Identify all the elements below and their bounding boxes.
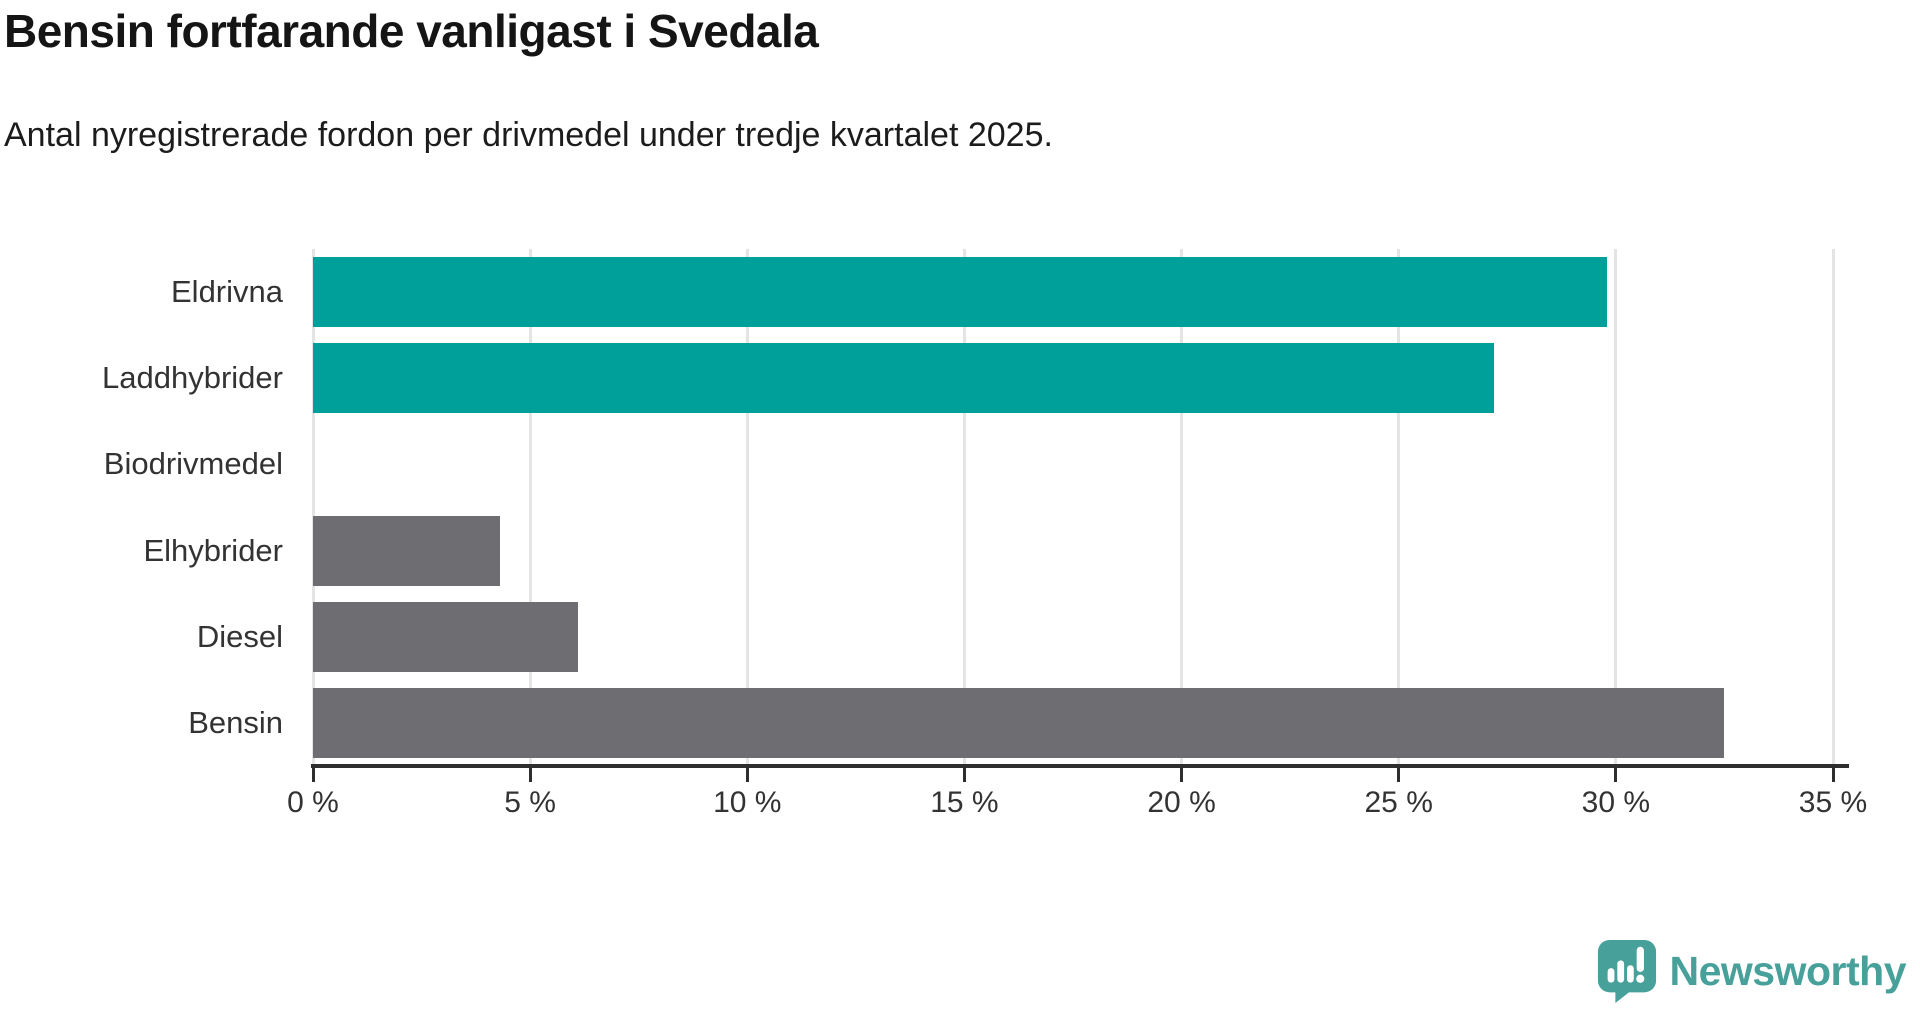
chart-title: Bensin fortfarande vanligast i Svedala — [4, 5, 819, 57]
x-axis-line — [311, 764, 1849, 768]
bar-eldrivna — [313, 257, 1608, 328]
x-tick-label-0: 0 % — [287, 786, 339, 819]
gridline-20 — [1180, 249, 1184, 766]
bar-bensin — [313, 687, 1725, 758]
x-tick-label-25: 25 % — [1364, 786, 1433, 819]
plot-area — [311, 249, 1835, 766]
category-label-biodrivmedel: Biodrivmedel — [103, 446, 283, 482]
gridline-0 — [311, 249, 315, 766]
newsworthy-logo-icon — [1597, 940, 1656, 1003]
x-tick-label-20: 20 % — [1147, 786, 1216, 819]
gridline-15 — [962, 249, 966, 766]
gridline-25 — [1397, 249, 1401, 766]
x-tick-10 — [745, 768, 749, 782]
x-tick-label-30: 30 % — [1581, 786, 1651, 819]
x-tick-label-10: 10 % — [713, 786, 782, 819]
x-tick-5 — [528, 768, 532, 782]
x-tick-20 — [1180, 768, 1184, 782]
bar-diesel — [313, 601, 578, 672]
x-tick-15 — [962, 768, 966, 782]
chart-subtitle: Antal nyregistrerade fordon per drivmede… — [4, 116, 1053, 154]
gridline-30 — [1614, 249, 1618, 766]
brand-name: Newsworthy — [1669, 947, 1907, 994]
category-label-laddhybrider: Laddhybrider — [102, 360, 283, 396]
gridline-10 — [745, 249, 749, 766]
x-tick-25 — [1397, 768, 1401, 782]
bar-elhybrider — [313, 515, 500, 586]
x-tick-label-15: 15 % — [930, 786, 999, 819]
x-tick-30 — [1614, 768, 1618, 782]
category-label-eldrivna: Eldrivna — [171, 274, 283, 310]
bar-laddhybrider — [313, 343, 1495, 414]
x-tick-label-5: 5 % — [504, 786, 556, 819]
x-tick-label-35: 35 % — [1798, 786, 1868, 819]
brand-footer: Newsworthy — [1596, 938, 1907, 1004]
gridline-35 — [1831, 249, 1835, 766]
x-tick-0 — [311, 768, 315, 782]
category-label-diesel: Diesel — [196, 618, 283, 654]
gridline-5 — [528, 249, 532, 766]
category-label-elhybrider: Elhybrider — [143, 532, 283, 568]
x-tick-35 — [1831, 768, 1835, 782]
category-label-bensin: Bensin — [188, 704, 283, 740]
